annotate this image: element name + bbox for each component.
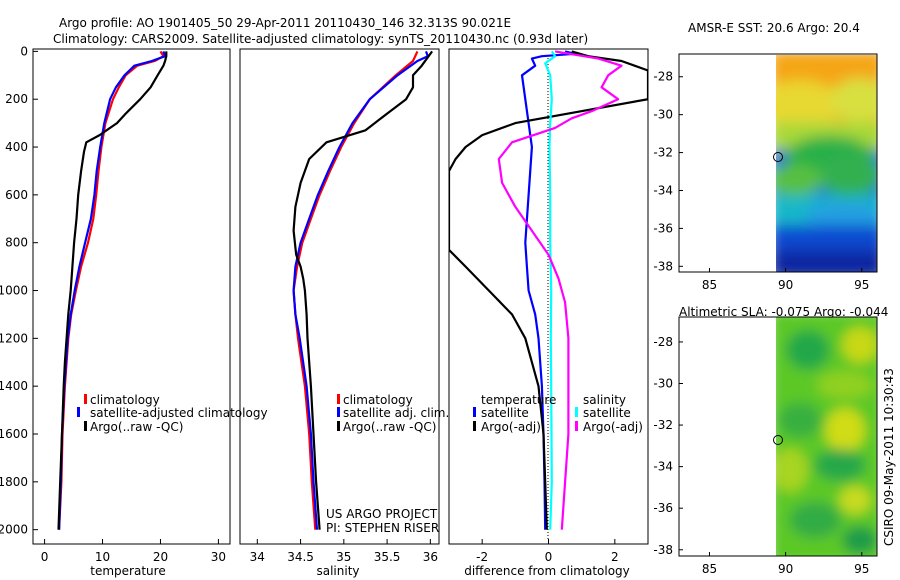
legend-label-argo: Argo(..raw -QC) [343, 420, 436, 434]
legend-swatch-climatology [337, 394, 340, 404]
y-tick-label: 0 [20, 44, 28, 58]
legend-swatch-sal-argo [575, 421, 578, 431]
legend-label-climatology: climatology [90, 393, 160, 407]
temperature-panel: 0 200 400 600 800 1000 1200 1400 1600 1800 2000 0 1… [0, 44, 268, 578]
x-tick-label: 30 [211, 550, 226, 564]
argo-location-marker [773, 435, 783, 445]
difference-series-sal-satellite [544, 50, 557, 530]
legend-label-satellite: satellite adj. clim. [343, 406, 449, 420]
temperature-legend: climatology satellite-adjusted climatolo… [77, 393, 268, 434]
y-tick-label: 800 [5, 236, 28, 250]
map-y-tick-label: -28 [653, 335, 673, 349]
sla-map-panel: Altimetric SLA: -0.075 Argo: -0.044 85 90… [653, 305, 888, 576]
salinity-legend: climatology satellite adj. clim. Argo(..… [337, 393, 449, 434]
legend-swatch-sal-satellite [575, 407, 578, 417]
map-y-tick-label: -30 [653, 108, 673, 122]
difference-series-sal-argo [497, 50, 623, 530]
salinity-axes-frame [239, 48, 440, 545]
legend-label-climatology: climatology [343, 393, 413, 407]
y-tick-label: 1800 [0, 475, 28, 489]
map-y-tick-label: -34 [653, 183, 673, 197]
x-tick-label: 34 [250, 550, 265, 564]
legend-swatch-satellite [337, 407, 340, 417]
x-tick-label: -2 [476, 550, 488, 564]
sst-heatmap [776, 55, 877, 272]
map-x-tick-label: 95 [854, 562, 869, 576]
x-tick-label: 2 [611, 550, 619, 564]
legend-label-sal-argo: Argo(-adj) [583, 420, 643, 434]
sla-map-title: Altimetric SLA: -0.075 Argo: -0.044 [679, 305, 888, 319]
legend-swatch-argo [337, 421, 340, 431]
x-tick-label: 0 [41, 550, 49, 564]
sst-map-panel: AMSR-E SST: 20.6 Argo: 20.4 85 90 95 -28 -3… [653, 21, 878, 292]
x-tick-label: 35 [336, 550, 351, 564]
difference-xlabel: difference from climatology [464, 564, 630, 578]
map-x-tick-label: 85 [702, 562, 717, 576]
project-annotation: US ARGO PROJECT [326, 507, 438, 521]
x-tick-label: 34.5 [287, 550, 314, 564]
temperature-axes-frame [32, 48, 231, 545]
map-y-tick-label: -38 [653, 259, 673, 273]
sla-map-frame [678, 316, 878, 557]
difference-series-temp-satellite [520, 50, 577, 530]
x-tick-label: 35.5 [374, 550, 401, 564]
y-tick-label: 200 [5, 92, 28, 106]
legend-label-temp-satellite: satellite [481, 406, 529, 420]
map-y-tick-label: -36 [653, 221, 673, 235]
difference-series-temp-argo [449, 50, 648, 530]
legend-label-argo: Argo(..raw -QC) [90, 420, 183, 434]
legend-swatch-temp-satellite [473, 407, 476, 417]
map-x-tick-label: 85 [702, 278, 717, 292]
salinity-xlabel: salinity [316, 564, 359, 578]
salinity-series-argo [292, 50, 433, 530]
y-tick-label: 1600 [0, 427, 28, 441]
salinity-series-satellite [292, 51, 429, 530]
temperature-series-satellite [58, 51, 167, 530]
legend-label-temp-argo: Argo(-adj) [481, 420, 541, 434]
map-x-tick-label: 90 [778, 562, 793, 576]
x-tick-label: 20 [153, 550, 168, 564]
map-x-tick-label: 90 [778, 278, 793, 292]
legend-swatch-climatology [84, 394, 87, 404]
sst-map-frame [678, 53, 878, 273]
map-y-tick-label: -32 [653, 418, 673, 432]
y-tick-label: 400 [5, 140, 28, 154]
argo-location-marker [773, 152, 783, 162]
x-tick-label: 36 [423, 550, 438, 564]
map-x-tick-label: 95 [854, 278, 869, 292]
legend-label-satellite: satellite-adjusted climatology [90, 406, 268, 420]
map-y-tick-label: -38 [653, 543, 673, 557]
sla-heatmap [776, 317, 877, 556]
map-y-tick-label: -30 [653, 377, 673, 391]
salinity-panel: 34 34.5 35 35.5 36 salinity climatology sate… [239, 48, 449, 578]
pi-annotation: PI: STEPHEN RISER [326, 521, 439, 535]
map-y-tick-label: -34 [653, 460, 673, 474]
temperature-xlabel: temperature [90, 564, 165, 578]
y-tick-label: 600 [5, 188, 28, 202]
legend-swatch-argo [84, 421, 87, 431]
difference-panel: -2 0 2 difference from climatology tempera… [448, 48, 649, 578]
legend-swatch-temp-argo [473, 421, 476, 431]
title-line-1: Argo profile: AO 1901405_50 29-Apr-2011 … [59, 16, 511, 30]
x-tick-label: 10 [95, 550, 110, 564]
title-line-2: Climatology: CARS2009. Satellite-adjuste… [53, 32, 588, 46]
sst-map-title: AMSR-E SST: 20.6 Argo: 20.4 [688, 21, 860, 35]
legend-heading-temperature: temperature [481, 393, 556, 407]
y-tick-label: 2000 [0, 523, 28, 537]
legend-heading-salinity: salinity [583, 393, 626, 407]
temperature-series-argo [57, 51, 168, 530]
map-y-tick-label: -32 [653, 146, 673, 160]
legend-swatch-satellite [77, 407, 80, 417]
map-y-tick-label: -28 [653, 70, 673, 84]
x-tick-label: 0 [545, 550, 553, 564]
y-tick-label: 1400 [0, 379, 28, 393]
timestamp-label: CSIRO 09-May-2011 10:30:43 [882, 368, 896, 546]
legend-label-sal-satellite: satellite [583, 406, 631, 420]
map-y-tick-label: -36 [653, 501, 673, 515]
y-tick-label: 1200 [0, 331, 28, 345]
difference-legend: temperature satellite Argo(-adj) salinit… [473, 393, 643, 434]
y-tick-label: 1000 [0, 284, 28, 298]
